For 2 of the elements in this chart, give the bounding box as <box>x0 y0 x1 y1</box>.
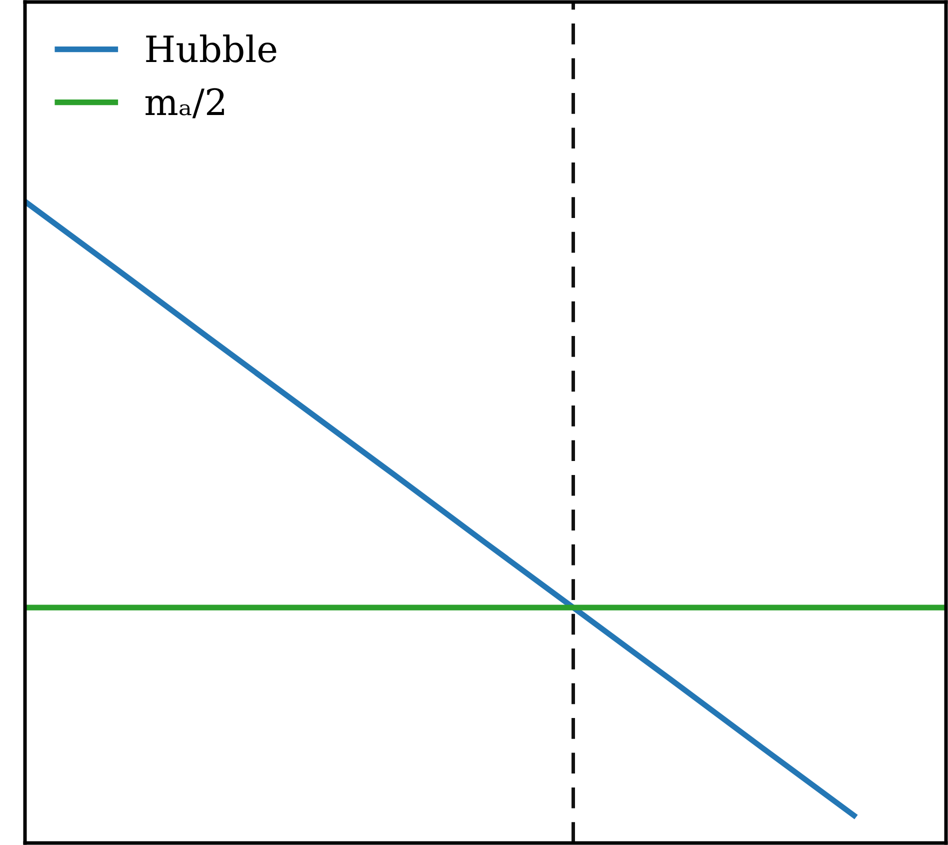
legend-label: mₐ/2 <box>145 88 224 118</box>
legend-label: Hubble <box>146 34 276 62</box>
